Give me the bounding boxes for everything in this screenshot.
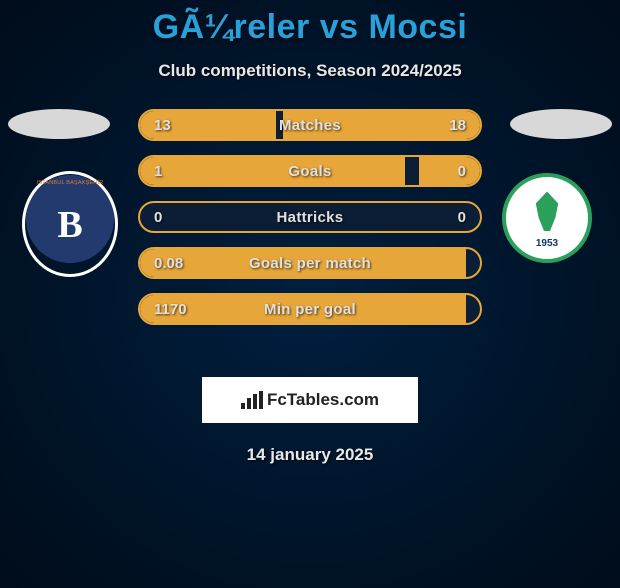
comparison-area: 13Matches181Goals00Hattricks00.08Goals p… [0, 109, 620, 359]
right-team-crest [502, 171, 598, 277]
stat-label: Hattricks [220, 209, 400, 226]
date-label: 14 january 2025 [0, 445, 620, 465]
stat-label: Goals per match [220, 255, 400, 272]
stat-right-value: 0 [400, 163, 480, 180]
stats-table: 13Matches181Goals00Hattricks00.08Goals p… [138, 109, 482, 339]
stat-left-value: 1 [140, 163, 220, 180]
stat-left-value: 13 [140, 117, 220, 134]
rizespor-badge-icon [502, 173, 592, 263]
stat-row: 0Hattricks0 [138, 201, 482, 233]
subtitle: Club competitions, Season 2024/2025 [0, 61, 620, 81]
brand-text: FcTables.com [267, 390, 379, 410]
stat-label: Min per goal [220, 301, 400, 318]
stat-label: Matches [220, 117, 400, 134]
stat-left-value: 1170 [140, 301, 220, 318]
basaksehir-badge-icon [22, 171, 118, 277]
stat-right-value: 18 [400, 117, 480, 134]
stat-left-value: 0.08 [140, 255, 220, 272]
right-player-photo-placeholder [510, 109, 612, 139]
bar-chart-icon [241, 391, 263, 409]
stat-row: 13Matches18 [138, 109, 482, 141]
stat-row: 1170Min per goal [138, 293, 482, 325]
stat-row: 0.08Goals per match [138, 247, 482, 279]
stat-left-value: 0 [140, 209, 220, 226]
stat-label: Goals [220, 163, 400, 180]
left-player-photo-placeholder [8, 109, 110, 139]
stat-row: 1Goals0 [138, 155, 482, 187]
page-title: GÃ¼reler vs Mocsi [0, 8, 620, 47]
left-team-crest [22, 171, 118, 277]
stat-right-value: 0 [400, 209, 480, 226]
fctables-watermark[interactable]: FcTables.com [202, 377, 418, 423]
